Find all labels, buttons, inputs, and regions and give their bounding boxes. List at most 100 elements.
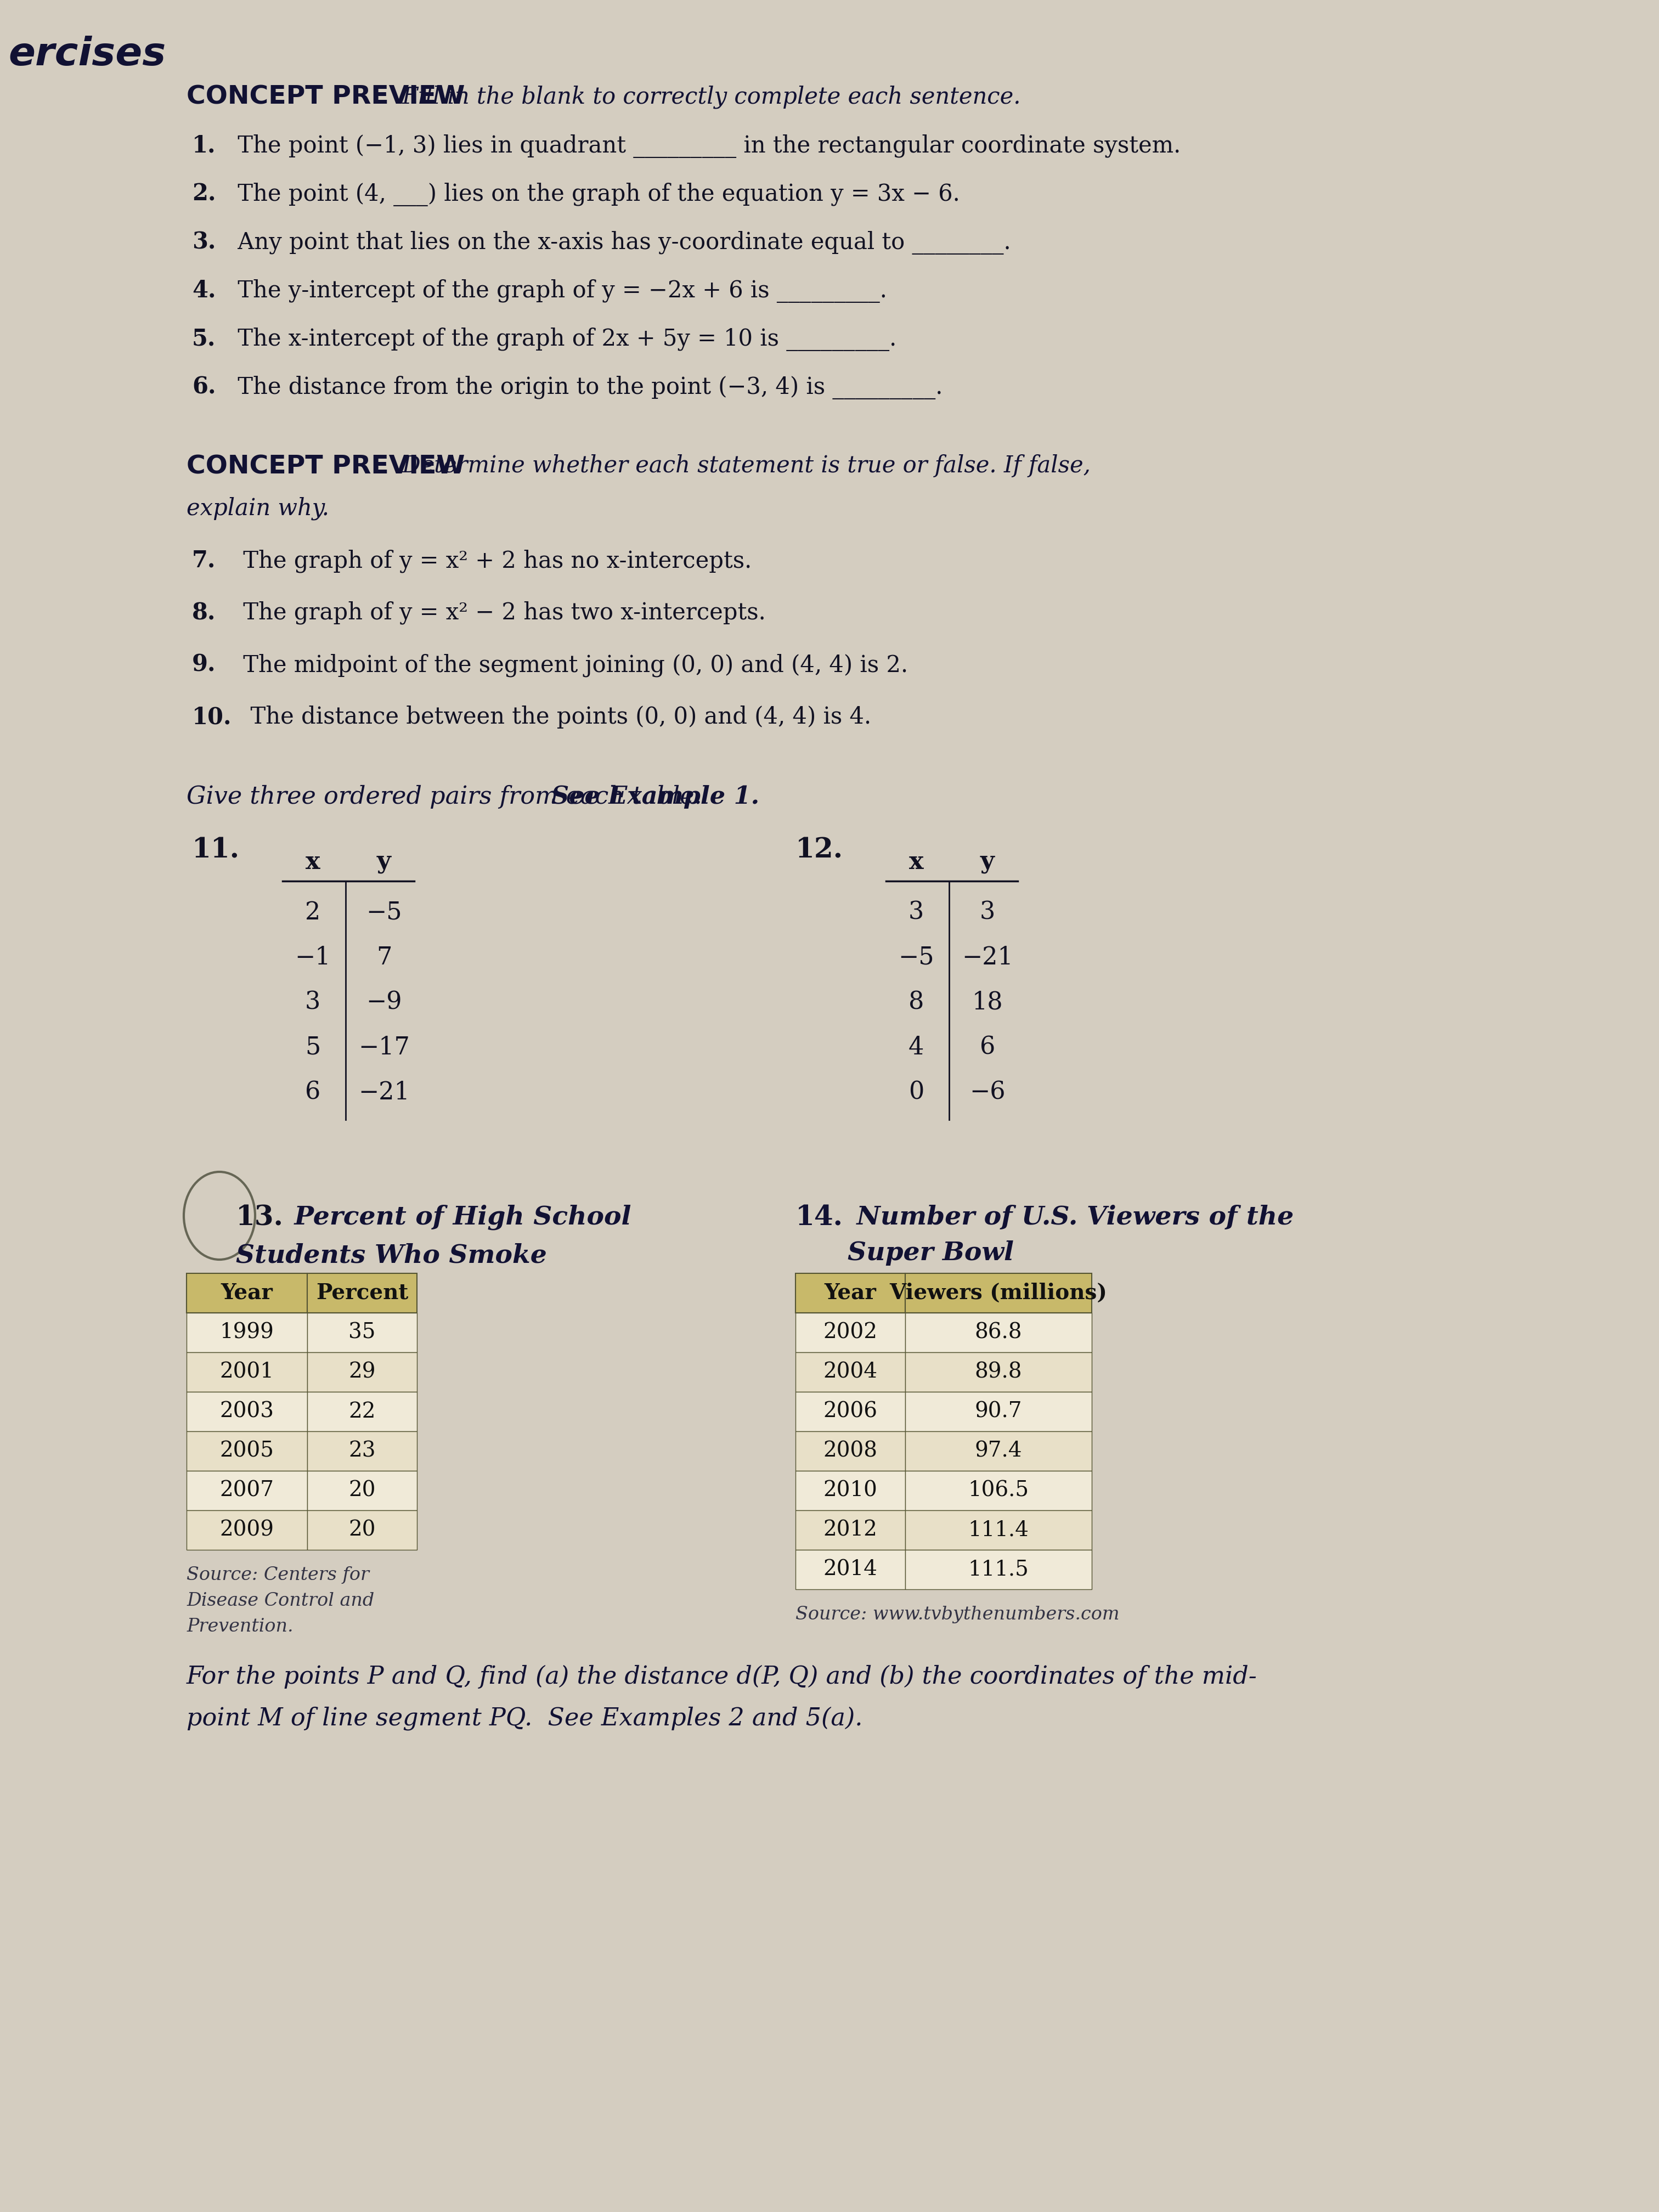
Text: 8.: 8. <box>192 602 216 624</box>
Text: Any point that lies on the x-axis has y-coordinate equal to ________.: Any point that lies on the x-axis has y-… <box>231 230 1010 254</box>
Bar <box>307 1274 416 1314</box>
Text: 23: 23 <box>348 1440 375 1462</box>
Bar <box>906 1511 1092 1551</box>
Text: −21: −21 <box>358 1082 410 1104</box>
Text: 2001: 2001 <box>219 1363 274 1383</box>
Bar <box>795 1274 906 1314</box>
Text: −6: −6 <box>969 1082 1005 1104</box>
Bar <box>186 1391 307 1431</box>
Bar <box>906 1274 1092 1314</box>
Text: Number of U.S. Viewers of the: Number of U.S. Viewers of the <box>848 1206 1294 1230</box>
Text: Percent: Percent <box>315 1283 408 1303</box>
Text: 111.5: 111.5 <box>969 1559 1029 1579</box>
Text: 6.: 6. <box>192 376 216 398</box>
Text: Viewers (millions): Viewers (millions) <box>889 1283 1107 1303</box>
Bar <box>307 1431 416 1471</box>
Text: The midpoint of the segment joining (0, 0) and (4, 4) is 2.: The midpoint of the segment joining (0, … <box>236 653 907 677</box>
Text: 97.4: 97.4 <box>975 1440 1022 1462</box>
Text: 2008: 2008 <box>823 1440 878 1462</box>
Text: The graph of y = x² − 2 has two x-intercepts.: The graph of y = x² − 2 has two x-interc… <box>236 602 766 624</box>
Bar <box>186 1511 307 1551</box>
Bar <box>906 1471 1092 1511</box>
Text: CONCEPT PREVIEW: CONCEPT PREVIEW <box>186 84 465 111</box>
Text: 29: 29 <box>348 1363 375 1383</box>
Text: 18: 18 <box>972 991 1004 1015</box>
Bar <box>307 1391 416 1431</box>
Text: 2004: 2004 <box>823 1363 878 1383</box>
Text: See Example 1.: See Example 1. <box>551 785 760 810</box>
Text: −9: −9 <box>367 991 401 1015</box>
Bar <box>307 1471 416 1511</box>
Text: 20: 20 <box>348 1480 375 1500</box>
Text: 2006: 2006 <box>823 1402 878 1422</box>
Text: Students Who Smoke: Students Who Smoke <box>236 1243 547 1267</box>
Text: 2003: 2003 <box>219 1402 274 1422</box>
Bar <box>906 1391 1092 1431</box>
Text: The x-intercept of the graph of 2x + 5y = 10 is _________.: The x-intercept of the graph of 2x + 5y … <box>231 327 896 352</box>
Text: Year: Year <box>825 1283 876 1303</box>
Text: explain why.: explain why. <box>186 498 328 520</box>
Text: For the points P and Q, find (a) the distance d(P, Q) and (b) the coordinates of: For the points P and Q, find (a) the dis… <box>186 1666 1258 1688</box>
Text: Year: Year <box>221 1283 272 1303</box>
Bar <box>795 1352 906 1391</box>
Text: 9.: 9. <box>192 653 216 677</box>
Text: Super Bowl: Super Bowl <box>848 1241 1014 1265</box>
Text: 90.7: 90.7 <box>975 1402 1022 1422</box>
Bar <box>186 1314 307 1352</box>
Text: 106.5: 106.5 <box>967 1480 1029 1500</box>
Text: 86.8: 86.8 <box>975 1323 1022 1343</box>
Text: 2012: 2012 <box>823 1520 878 1540</box>
Text: 12.: 12. <box>795 836 843 865</box>
Text: 2: 2 <box>305 900 320 925</box>
Bar <box>186 1352 307 1391</box>
Text: −5: −5 <box>367 900 401 925</box>
Bar <box>795 1551 906 1590</box>
Bar <box>186 1431 307 1471</box>
Text: 3: 3 <box>305 991 320 1015</box>
Text: 3: 3 <box>980 900 995 925</box>
Text: 4: 4 <box>909 1035 924 1060</box>
Text: The distance from the origin to the point (−3, 4) is _________.: The distance from the origin to the poin… <box>231 376 942 400</box>
Text: 2005: 2005 <box>219 1440 274 1462</box>
Text: Fill in the blank to correctly complete each sentence.: Fill in the blank to correctly complete … <box>395 84 1020 108</box>
Text: ercises: ercises <box>8 35 166 73</box>
Text: x: x <box>305 849 320 874</box>
Text: 4.: 4. <box>192 279 216 303</box>
Text: 89.8: 89.8 <box>975 1363 1022 1383</box>
Text: 5: 5 <box>305 1035 320 1060</box>
Text: −21: −21 <box>962 947 1014 969</box>
Text: 6: 6 <box>980 1035 995 1060</box>
Bar <box>186 1471 307 1511</box>
Text: x: x <box>909 849 924 874</box>
Text: point M of line segment PQ.  See Examples 2 and 5(a).: point M of line segment PQ. See Examples… <box>186 1705 863 1730</box>
Text: 20: 20 <box>348 1520 375 1540</box>
Text: 2009: 2009 <box>219 1520 274 1540</box>
Text: −5: −5 <box>898 947 934 969</box>
Text: 22: 22 <box>348 1402 375 1422</box>
Bar <box>307 1511 416 1551</box>
Text: Source: Centers for
Disease Control and
Prevention.: Source: Centers for Disease Control and … <box>186 1566 375 1635</box>
Text: The distance between the points (0, 0) and (4, 4) is 4.: The distance between the points (0, 0) a… <box>236 706 871 728</box>
Text: The point (4, ___) lies on the graph of the equation y = 3x − 6.: The point (4, ___) lies on the graph of … <box>231 184 961 206</box>
Text: 1999: 1999 <box>219 1323 274 1343</box>
Text: −1: −1 <box>295 947 330 969</box>
Bar <box>795 1511 906 1551</box>
Text: The graph of y = x² + 2 has no x-intercepts.: The graph of y = x² + 2 has no x-interce… <box>236 549 752 573</box>
Text: 2002: 2002 <box>823 1323 878 1343</box>
Text: 6: 6 <box>305 1082 320 1104</box>
Text: 35: 35 <box>348 1323 375 1343</box>
Text: Percent of High School: Percent of High School <box>285 1206 630 1230</box>
Bar <box>906 1352 1092 1391</box>
Bar <box>795 1314 906 1352</box>
Text: 3.: 3. <box>192 230 216 254</box>
Bar <box>307 1314 416 1352</box>
Text: 13.: 13. <box>236 1206 284 1232</box>
Text: −17: −17 <box>358 1035 410 1060</box>
Text: 11.: 11. <box>192 836 241 865</box>
Text: 5.: 5. <box>192 327 216 349</box>
Bar <box>307 1352 416 1391</box>
Text: 8: 8 <box>909 991 924 1015</box>
Bar <box>795 1391 906 1431</box>
Text: The y-intercept of the graph of y = −2x + 6 is _________.: The y-intercept of the graph of y = −2x … <box>231 279 888 303</box>
Text: 0: 0 <box>909 1082 924 1104</box>
